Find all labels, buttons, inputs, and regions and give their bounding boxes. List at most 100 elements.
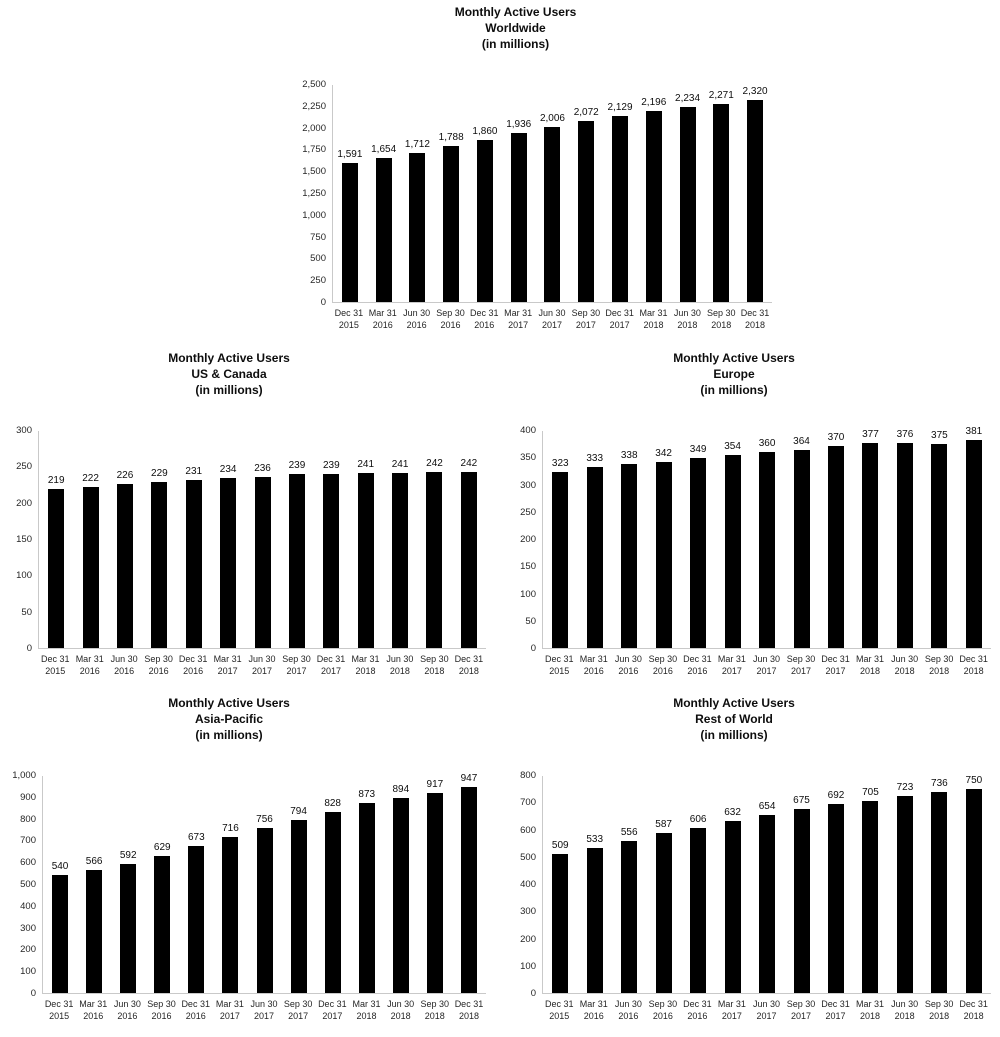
x-axis-category-line1: Sep 30 [924, 654, 954, 664]
x-axis-category-line1: Sep 30 [571, 308, 601, 318]
bar-value-label: 2,129 [607, 102, 633, 113]
x-axis-category: Mar 31 2018 [349, 998, 383, 1022]
x-axis-category: Mar 31 2017 [210, 653, 244, 677]
x-axis-category: Mar 31 2017 [715, 653, 750, 677]
bar-value-label: 716 [222, 823, 239, 834]
x-axis-category: Sep 30 2017 [569, 307, 603, 331]
x-axis-category-line2: 2016 [406, 320, 427, 330]
bar [655, 462, 672, 648]
bar-value-label: 556 [620, 827, 638, 838]
x-axis-category-line1: Mar 31 [856, 654, 885, 664]
bar-slot: 375 [922, 430, 956, 648]
bar-value-label: 2,196 [641, 97, 667, 108]
x-axis-category: Jun 30 2016 [107, 653, 141, 677]
bar-value-label: 222 [82, 473, 99, 484]
plot-area: 1,591 1,654 1,712 1,788 1,860 1,936 2,006 2,072… [332, 85, 772, 303]
x-axis-category-line2: 2018 [929, 1011, 950, 1021]
bar [747, 100, 764, 302]
x-axis-category: Dec 31 2016 [680, 653, 715, 677]
y-axis-tick-label: 0 [320, 297, 326, 308]
bar-slot: 587 [646, 776, 680, 993]
x-axis-category-line1: Dec 31 [821, 654, 850, 664]
x-axis-category-line2: 2018 [860, 1011, 881, 1021]
x-axis-category-line2: 2016 [687, 1011, 708, 1021]
bar-slot: 692 [819, 776, 853, 993]
x-axis-category-line1: Jun 30 [614, 654, 642, 664]
bar-slot: 323 [543, 431, 577, 648]
plot-wrap: 509 533 556 587 606 632 654 675 692 705 723 736 750 … [542, 775, 991, 1022]
y-axis-tick-label: 250 [520, 506, 536, 518]
bar-value-label: 705 [862, 787, 879, 798]
x-axis-category-line1: Sep 30 [144, 654, 173, 664]
y-axis-tick-label: 350 [520, 452, 536, 464]
bar-slot: 376 [888, 429, 922, 648]
chart-title-line: (in millions) [481, 37, 550, 51]
chart-title-line: Monthly Active Users [168, 696, 290, 710]
x-axis-category: Dec 31 2017 [818, 998, 853, 1022]
bar [254, 477, 271, 648]
x-axis-category-line2: 2018 [389, 666, 410, 676]
y-axis-tick-label: 400 [20, 900, 36, 912]
x-axis-category-line1: Sep 30 [420, 999, 450, 1009]
bar [154, 856, 171, 993]
bar [645, 111, 662, 302]
bar-value-label: 370 [827, 432, 845, 443]
bar-value-label: 894 [392, 784, 410, 795]
bar-value-label: 338 [620, 450, 638, 461]
bar-value-label: 354 [724, 441, 741, 452]
bar-value-label: 654 [758, 801, 776, 812]
bar-value-label: 533 [586, 834, 604, 845]
x-axis-category-line2: 2017 [320, 666, 341, 676]
plot-area: 540 566 592 629 673 716 756 794 828 873 894 917 947 [42, 773, 486, 994]
x-axis-category-line1: Mar 31 [717, 999, 746, 1009]
x-axis-category-line2: 2016 [148, 666, 169, 676]
bar-value-label: 236 [254, 463, 271, 474]
x-axis-category-line1: Jun 30 [752, 999, 780, 1009]
bar-slot: 381 [957, 426, 991, 648]
x-axis-category-line1: Dec 31 [454, 999, 484, 1009]
bar-slot: 2,234 [671, 85, 705, 302]
bar-slot: 219 [39, 431, 73, 648]
bar-value-label: 364 [793, 436, 810, 447]
y-axis-tick-label: 1,500 [302, 166, 326, 178]
bar-value-label: 241 [357, 459, 375, 470]
x-axis-category: Mar 31 2018 [853, 653, 888, 677]
y-axis-tick-label: 0 [26, 643, 32, 654]
y-axis-tick-label: 200 [20, 944, 36, 956]
bar-slot: 894 [384, 776, 418, 993]
bar [188, 846, 205, 993]
y-axis-tick-label: 0 [530, 988, 536, 999]
bar-value-label: 239 [322, 460, 340, 471]
bar-value-label: 377 [862, 429, 879, 440]
x-axis-category-line2: 2016 [185, 1011, 206, 1021]
plot-area: 219 222 226 229 231 234 236 239 239 241 241 242 242 [38, 431, 486, 649]
bar-value-label: 794 [290, 806, 307, 817]
y-axis-tick-label: 1,250 [302, 188, 326, 199]
x-axis-category: Dec 31 2016 [467, 307, 501, 331]
y-axis-tick-label: 500 [310, 253, 326, 265]
x-axis-category: Sep 30 2017 [281, 998, 315, 1022]
x-axis-category: Mar 31 2018 [637, 307, 671, 331]
bar [323, 474, 340, 648]
x-axis-category-line1: Jun 30 [538, 308, 566, 318]
chart-body: 2,500 2,250 2,000 1,750 1,500 1,250 1,000 750 50… [287, 80, 772, 331]
bar-value-label: 349 [689, 444, 707, 455]
x-axis-category-line2: 2016 [618, 666, 639, 676]
bar [965, 789, 982, 993]
x-axis-category-line2: 2016 [440, 320, 461, 330]
bar [52, 875, 69, 993]
y-axis-tick-label: 0 [530, 643, 536, 654]
x-axis-category: Mar 31 2016 [577, 998, 612, 1022]
bar [341, 163, 358, 302]
bar-slot: 349 [681, 431, 715, 648]
bar [443, 146, 460, 302]
bar-slot: 1,860 [468, 85, 502, 302]
bar-value-label: 2,320 [742, 86, 768, 97]
x-axis-category-line1: Dec 31 [40, 654, 70, 664]
bar [358, 803, 375, 993]
bar-value-label: 241 [391, 459, 409, 470]
x-axis-category: Sep 30 2016 [646, 998, 681, 1022]
bar-slot: 2,196 [637, 85, 671, 302]
y-axis: 800 700 600 500 400 300 200 100 0 [505, 771, 542, 999]
bar-value-label: 376 [896, 429, 914, 440]
